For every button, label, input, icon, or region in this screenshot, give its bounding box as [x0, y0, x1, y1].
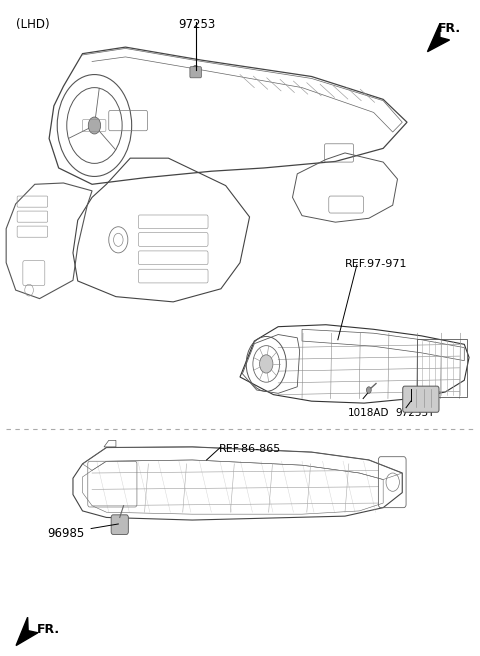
Circle shape: [366, 387, 371, 394]
Text: (LHD): (LHD): [16, 18, 49, 31]
Text: FR.: FR.: [37, 623, 60, 636]
Polygon shape: [16, 617, 38, 646]
Text: FR.: FR.: [438, 22, 461, 35]
Circle shape: [88, 117, 101, 134]
Text: REF.97-971: REF.97-971: [345, 259, 408, 270]
Circle shape: [260, 355, 273, 373]
FancyBboxPatch shape: [111, 515, 128, 535]
FancyBboxPatch shape: [190, 67, 201, 78]
Text: 1018AD: 1018AD: [348, 407, 389, 418]
Text: 97253: 97253: [179, 18, 216, 31]
FancyBboxPatch shape: [403, 386, 439, 412]
Text: 97255T: 97255T: [395, 407, 434, 418]
Text: REF.86-865: REF.86-865: [218, 444, 281, 454]
Polygon shape: [428, 24, 450, 52]
Circle shape: [192, 66, 199, 75]
Text: 96985: 96985: [48, 527, 85, 541]
